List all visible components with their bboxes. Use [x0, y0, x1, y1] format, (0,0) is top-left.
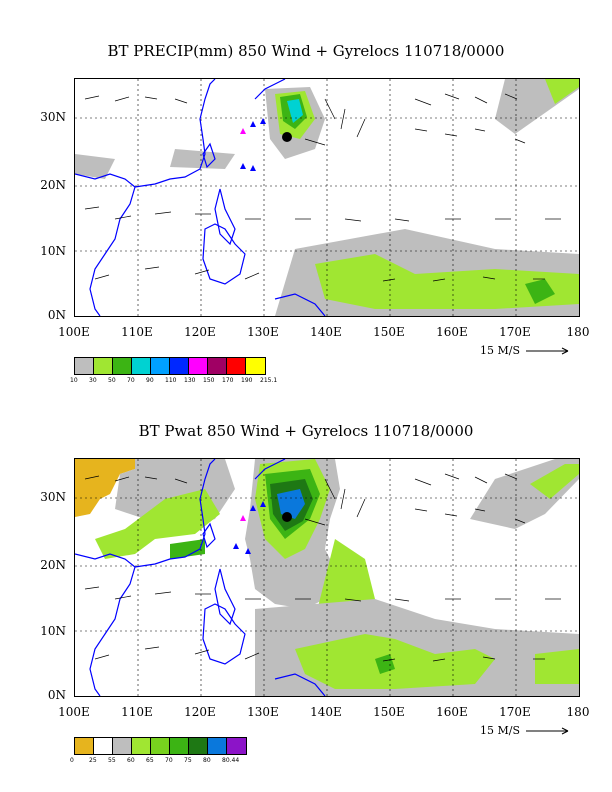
panel2-colorbar-swatch — [208, 738, 227, 754]
panel1-lon-150e: 150E — [373, 325, 405, 339]
panel2-colorbar-swatch — [151, 738, 170, 754]
panel1-wind-vectors — [84, 93, 561, 282]
panel2-lat-10n: 10N — [40, 624, 66, 638]
panel1-colorbar-swatch — [94, 358, 113, 374]
panel2-colorbar-label: 25 — [89, 757, 97, 764]
panel2-colorbar-label: 80 — [203, 757, 211, 764]
panel2-colorbar-swatch — [227, 738, 246, 754]
panel2-lon-160e: 160E — [436, 705, 468, 719]
panel2-lon-110e: 110E — [121, 705, 153, 719]
panel2-map-svg — [75, 459, 579, 696]
panel2-pwat-shading — [75, 459, 579, 696]
panel2-lon-120e: 120E — [184, 705, 216, 719]
panel2-colorbar-swatch — [189, 738, 208, 754]
panel2-lat-20n: 20N — [40, 558, 66, 572]
panel1-colorbar-label: 110 — [165, 377, 177, 384]
panel2-lon-130e: 130E — [247, 705, 279, 719]
panel1-scale-arrow-icon — [525, 347, 568, 355]
panel1-colorbar-label: 30 — [89, 377, 97, 384]
panel1-colorbar-label: 90 — [146, 377, 154, 384]
panel2-title: BT Pwat 850 Wind + Gyrelocs 110718/0000 — [138, 422, 474, 440]
panel2-lon-100e: 100E — [58, 705, 90, 719]
panel1-lat-20n: 20N — [40, 178, 66, 192]
panel2-colorbar-swatch — [113, 738, 132, 754]
panel1-lon-170e: 170E — [499, 325, 531, 339]
panel1-lat-10n: 10N — [40, 244, 66, 258]
panel2-colorbar — [74, 737, 247, 755]
panel1-colorbar-swatch — [151, 358, 170, 374]
panel1-storm-marker — [240, 118, 292, 171]
panel2-colorbar-label: 60 — [127, 757, 135, 764]
panel2-lat-30n: 30N — [40, 490, 66, 504]
panel1-lon-160e: 160E — [436, 325, 468, 339]
panel2-colorbar-label: 65 — [146, 757, 154, 764]
panel2-colorbar-swatch — [75, 738, 94, 754]
panel2-lon-150e: 150E — [373, 705, 405, 719]
panel1-colorbar — [74, 357, 266, 375]
panel2-scale-arrow-icon — [525, 727, 568, 735]
panel1-lat-30n: 30N — [40, 110, 66, 124]
panel1-lon-180: 180 — [566, 325, 590, 339]
panel1-colorbar-label: 190 — [241, 377, 253, 384]
panel1-colorbar-label: 50 — [108, 377, 116, 384]
panel1-map — [74, 78, 580, 317]
panel1-colorbar-swatch — [189, 358, 208, 374]
panel1-colorbar-swatch — [170, 358, 189, 374]
panel2-colorbar-label: 0 — [70, 757, 74, 764]
panel2-lat-0n: 0N — [47, 688, 66, 702]
panel1-colorbar-label: 215.1 — [260, 377, 278, 384]
panel1-lon-130e: 130E — [247, 325, 279, 339]
panel1-lon-120e: 120E — [184, 325, 216, 339]
panel2-wind-vectors — [84, 473, 561, 662]
panel1-lat-0n: 0N — [47, 308, 66, 322]
panel1-colorbar-swatch — [246, 358, 265, 374]
panel2-lon-170e: 170E — [499, 705, 531, 719]
panel1-colorbar-label: 70 — [127, 377, 135, 384]
panel1-colorbar-label: 130 — [184, 377, 196, 384]
panel2-lon-140e: 140E — [310, 705, 342, 719]
panel2-lon-180: 180 — [566, 705, 590, 719]
panel2-scale-label: 15 M/S — [480, 724, 574, 737]
panel1-lon-140e: 140E — [310, 325, 342, 339]
panel2-colorbar-swatch — [132, 738, 151, 754]
panel1-colorbar-swatch — [113, 358, 132, 374]
panel1-colorbar-label: 150 — [203, 377, 215, 384]
panel1-lon-110e: 110E — [121, 325, 153, 339]
panel1-colorbar-swatch — [208, 358, 227, 374]
panel2-map — [74, 458, 580, 697]
panel2-colorbar-label: 55 — [108, 757, 116, 764]
panel2-coastlines — [75, 459, 326, 696]
panel2-colorbar-label: 75 — [184, 757, 192, 764]
panel2-colorbar-swatch — [170, 738, 189, 754]
panel2-colorbar-label: 80.44 — [222, 757, 240, 764]
panel1-colorbar-swatch — [75, 358, 94, 374]
panel1-colorbar-swatch — [132, 358, 151, 374]
panel1-title: BT PRECIP(mm) 850 Wind + Gyrelocs 110718… — [107, 42, 505, 60]
panel1-map-svg — [75, 79, 579, 316]
panel1-colorbar-label: 10 — [70, 377, 78, 384]
panel1-colorbar-swatch — [227, 358, 246, 374]
panel1-lon-100e: 100E — [58, 325, 90, 339]
panel2-gridlines — [75, 459, 579, 696]
panel1-scale-label: 15 M/S — [480, 344, 574, 357]
panel1-colorbar-label: 170 — [222, 377, 234, 384]
panel2-colorbar-label: 70 — [165, 757, 173, 764]
panel2-colorbar-swatch — [94, 738, 113, 754]
panel2-storm-marker — [233, 501, 292, 554]
panel1-gridlines — [75, 79, 579, 316]
panel1-coastlines — [75, 79, 326, 316]
